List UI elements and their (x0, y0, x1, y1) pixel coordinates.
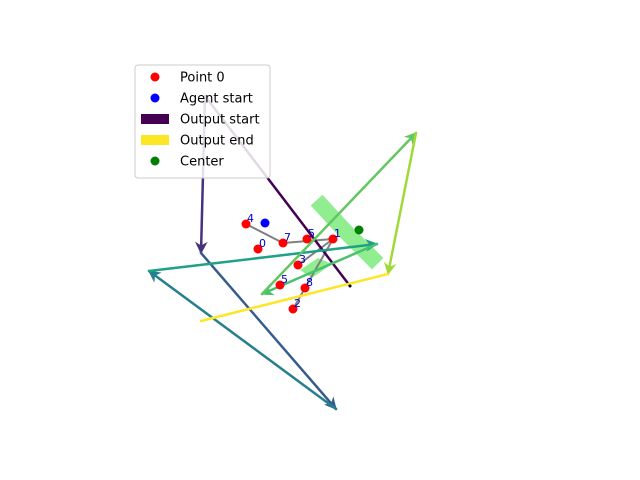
point-link-3 (304, 238, 334, 289)
agent-path-segment-6 (260, 131, 418, 296)
point-marker-7 (278, 238, 288, 248)
point-marker-1 (328, 234, 338, 244)
point-marker-4 (241, 219, 251, 229)
point-marker-3 (293, 260, 303, 270)
legend-marker-0 (150, 72, 160, 82)
agent-path-segment-3 (147, 269, 338, 411)
agent-start-marker (260, 218, 270, 228)
point-link-0 (245, 223, 284, 244)
point-label-6: 5 (281, 273, 288, 286)
points-layer: 0 1 2 3 4 5 5 7 8 (241, 212, 364, 314)
legend-label-3: Output end (180, 134, 254, 149)
point-label-1: 1 (334, 227, 341, 240)
point-label-8: 8 (306, 276, 313, 289)
legend-marker-3 (141, 135, 169, 145)
point-label-0: 0 (259, 237, 266, 250)
agent-path-segment-4 (147, 239, 379, 273)
agent-path-segment-2 (199, 251, 338, 411)
point-marker-5 (302, 234, 312, 244)
center-marker (354, 225, 364, 235)
legend-label-1: Agent start (180, 92, 253, 107)
agent-path-segment-7 (384, 131, 418, 276)
legend-label-4: Center (180, 155, 224, 170)
legend-marker-1 (150, 93, 160, 103)
point-marker-8 (300, 283, 310, 293)
legend-label-2: Output start (180, 113, 260, 128)
legend-marker-4 (150, 156, 160, 166)
legend-marker-2 (141, 114, 169, 124)
point-label-4: 4 (247, 212, 254, 225)
point-label-5: 5 (308, 227, 315, 240)
point-label-7: 7 (284, 231, 291, 244)
legend-label-0: Point 0 (180, 71, 225, 86)
point-marker-6 (275, 280, 285, 290)
agent-path-segment-8 (199, 272, 390, 323)
point-marker-2 (288, 304, 298, 314)
point-marker-0 (253, 244, 263, 254)
path-end-dot (348, 284, 352, 288)
legend-box (134, 64, 271, 179)
point-label-3: 3 (299, 253, 306, 266)
point-label-2: 2 (294, 297, 301, 310)
legend: Point 0 Agent start Output start Output end… (134, 64, 271, 179)
